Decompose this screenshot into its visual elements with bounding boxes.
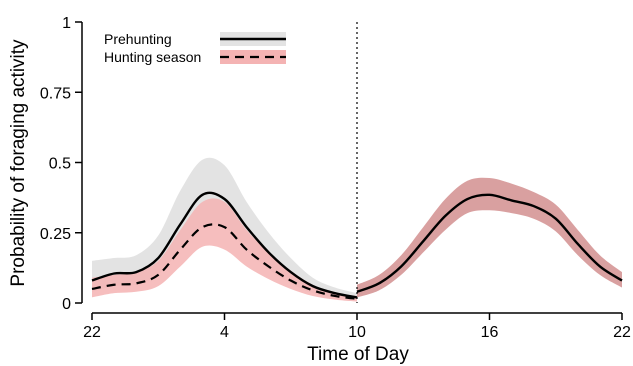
hunting-season-line bbox=[91, 223, 358, 300]
x-tick-label: 16 bbox=[481, 324, 499, 341]
x-axis-title: Time of Day bbox=[307, 344, 409, 365]
y-axis-title: Probability of foraging activity bbox=[8, 39, 29, 287]
x-axis-ticks: 22 4 10 16 22 bbox=[83, 313, 631, 341]
y-tick-label: 0.75 bbox=[40, 85, 71, 102]
hunting-confidence-band-after-10 bbox=[357, 177, 622, 298]
hunting-season-line-after-10 bbox=[356, 193, 623, 293]
x-tick-label: 22 bbox=[83, 324, 101, 341]
legend-label-hunting-season: Hunting season bbox=[104, 49, 201, 65]
y-tick-label: 0.25 bbox=[40, 226, 71, 243]
legend: Prehunting Hunting season bbox=[104, 31, 286, 65]
x-tick-label: 22 bbox=[613, 324, 631, 341]
prehunting-line bbox=[91, 191, 358, 299]
y-axis-ticks: 0 0.25 0.5 0.75 1 bbox=[40, 15, 82, 313]
legend-label-prehunting: Prehunting bbox=[104, 31, 172, 47]
confidence-bands bbox=[92, 157, 622, 302]
y-tick-label: 1 bbox=[62, 15, 71, 32]
series-lines bbox=[91, 191, 623, 300]
y-tick-label: 0.5 bbox=[49, 156, 71, 173]
x-tick-label: 4 bbox=[220, 324, 229, 341]
y-tick-label: 0 bbox=[62, 296, 71, 313]
x-tick-label: 10 bbox=[348, 324, 366, 341]
